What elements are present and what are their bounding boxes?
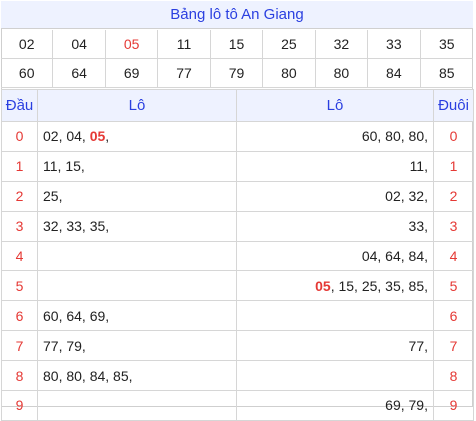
duoi-cell: 8 — [433, 360, 474, 392]
number-cell: 33 — [368, 30, 421, 59]
number-cell: 02 — [1, 30, 54, 59]
number-cell: 15 — [210, 30, 264, 59]
duoi-cell: 6 — [433, 300, 474, 332]
lo-right-cell: 11, — [236, 150, 434, 182]
table-row: 4 04, 64, 84, 4 — [1, 240, 474, 272]
loto-dau-duoi-table: Đầu Lô Lô Đuôi 0 02, 04, 05, 60, 80, 80, 0 1… — [1, 89, 474, 421]
number-cell: 60 — [1, 59, 54, 88]
lo-left-cell — [37, 270, 237, 302]
table-row: 8 80, 80, 84, 85, 8 — [1, 360, 474, 392]
duoi-cell: 2 — [433, 180, 474, 212]
number-cell: 35 — [420, 30, 473, 59]
highlight-number: 05 — [89, 128, 106, 145]
table-row: 2 25, 02, 32, 2 — [1, 180, 474, 212]
table-title: Bảng lô tô An Giang — [1, 1, 473, 29]
dau-cell: 6 — [1, 300, 38, 332]
table-row: 1 11, 15, 11, 1 — [1, 150, 474, 182]
number-cell: 84 — [368, 59, 421, 88]
lo-left-cell — [37, 240, 237, 272]
header-duoi: Đuôi — [433, 89, 474, 122]
dau-cell: 8 — [1, 360, 38, 392]
dau-cell: 0 — [1, 121, 38, 152]
duoi-cell: 5 — [433, 270, 474, 302]
number-cell: 80 — [315, 59, 369, 88]
duoi-cell: 0 — [433, 121, 474, 152]
lo-left-cell: 60, 64, 69, — [37, 300, 237, 332]
dau-cell: 7 — [1, 330, 38, 362]
number-cell: 79 — [210, 59, 264, 88]
lo-left-cell: 80, 80, 84, 85, — [37, 360, 237, 392]
number-cell: 11 — [158, 30, 211, 59]
lo-right-cell: 05, 15, 25, 35, 85, — [236, 270, 434, 302]
numbers-row-1: 02 04 05 11 15 25 32 33 35 — [1, 30, 473, 59]
number-cell: 25 — [263, 30, 316, 59]
lo-right-cell — [236, 300, 434, 332]
dau-cell: 3 — [1, 210, 38, 242]
lo-right-cell: 33, — [236, 210, 434, 242]
lo-left-cell: 11, 15, — [37, 150, 237, 182]
number-cell: 80 — [263, 59, 316, 88]
number-cell: 69 — [105, 59, 159, 88]
lo-right-cell: 04, 64, 84, — [236, 240, 434, 272]
table-row: 0 02, 04, 05, 60, 80, 80, 0 — [1, 121, 474, 152]
duoi-cell: 1 — [433, 150, 474, 182]
duoi-cell: 3 — [433, 210, 474, 242]
dau-cell: 9 — [1, 390, 38, 421]
header-lo-right: Lô — [236, 89, 434, 122]
highlight-number: 05 — [315, 277, 331, 294]
lo-left-cell: 77, 79, — [37, 330, 237, 362]
table-row: 5 05, 15, 25, 35, 85, 5 — [1, 270, 474, 302]
number-cell: 05 — [105, 30, 159, 59]
number-cell: 32 — [315, 30, 369, 59]
header-lo-left: Lô — [37, 89, 237, 122]
table-row: 9 69, 79, 9 — [1, 390, 474, 421]
lo-left-cell: 25, — [37, 180, 237, 212]
lo-left-cell — [37, 390, 237, 421]
dau-cell: 5 — [1, 270, 38, 302]
lo-left-cell: 02, 04, 05, — [37, 121, 237, 152]
lo-right-cell: 69, 79, — [236, 390, 434, 421]
dau-cell: 2 — [1, 180, 38, 212]
table-row: 6 60, 64, 69, 6 — [1, 300, 474, 332]
header-dau: Đầu — [1, 89, 38, 122]
number-cell: 85 — [420, 59, 473, 88]
duoi-cell: 7 — [433, 330, 474, 362]
number-cell: 64 — [53, 59, 106, 88]
lo-right-cell: 02, 32, — [236, 180, 434, 212]
lo-right-cell — [236, 360, 434, 392]
lo-right-cell: 77, — [236, 330, 434, 362]
numbers-row-2: 60 64 69 77 79 80 80 84 85 — [1, 59, 473, 88]
table-row: 7 77, 79, 77, 7 — [1, 330, 474, 362]
table-row: 3 32, 33, 35, 33, 3 — [1, 210, 474, 242]
lo-right-cell: 60, 80, 80, — [236, 121, 434, 152]
number-cell: 04 — [53, 30, 106, 59]
number-cell: 77 — [158, 59, 211, 88]
duoi-cell: 9 — [433, 390, 474, 421]
dau-cell: 1 — [1, 150, 38, 182]
dau-cell: 4 — [1, 240, 38, 272]
duoi-cell: 4 — [433, 240, 474, 272]
lo-left-cell: 32, 33, 35, — [37, 210, 237, 242]
